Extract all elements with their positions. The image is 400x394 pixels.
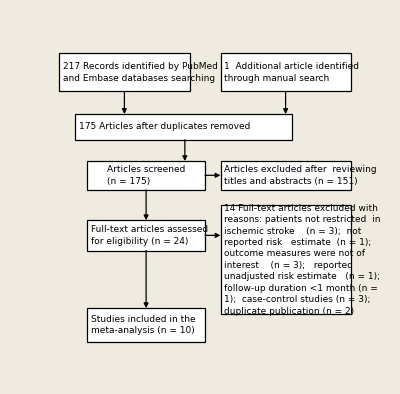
Text: Full-text articles assessed
for eligibility (n = 24): Full-text articles assessed for eligibil… <box>91 225 208 245</box>
Bar <box>75 114 292 140</box>
Bar <box>220 161 351 190</box>
Text: 1  Additional article identified
through manual search: 1 Additional article identified through … <box>224 62 359 82</box>
Bar <box>59 53 190 91</box>
Text: 14 Full-text articles excluded with
reasons: patients not restricted  in
ischemi: 14 Full-text articles excluded with reas… <box>224 204 381 316</box>
Bar <box>220 53 351 91</box>
Text: Studies included in the
meta-analysis (n = 10): Studies included in the meta-analysis (n… <box>91 315 196 335</box>
Text: Articles excluded after  reviewing
titles and abstracts (n = 151): Articles excluded after reviewing titles… <box>224 165 377 186</box>
Bar <box>87 161 205 190</box>
Bar <box>87 220 205 251</box>
Text: Articles screened
(n = 175): Articles screened (n = 175) <box>107 165 185 186</box>
Bar <box>87 308 205 342</box>
Bar <box>220 205 351 314</box>
Text: 217 Records identified by PubMed
and Embase databases searching: 217 Records identified by PubMed and Emb… <box>63 62 218 82</box>
Text: 175 Articles after duplicates removed: 175 Articles after duplicates removed <box>78 123 250 132</box>
